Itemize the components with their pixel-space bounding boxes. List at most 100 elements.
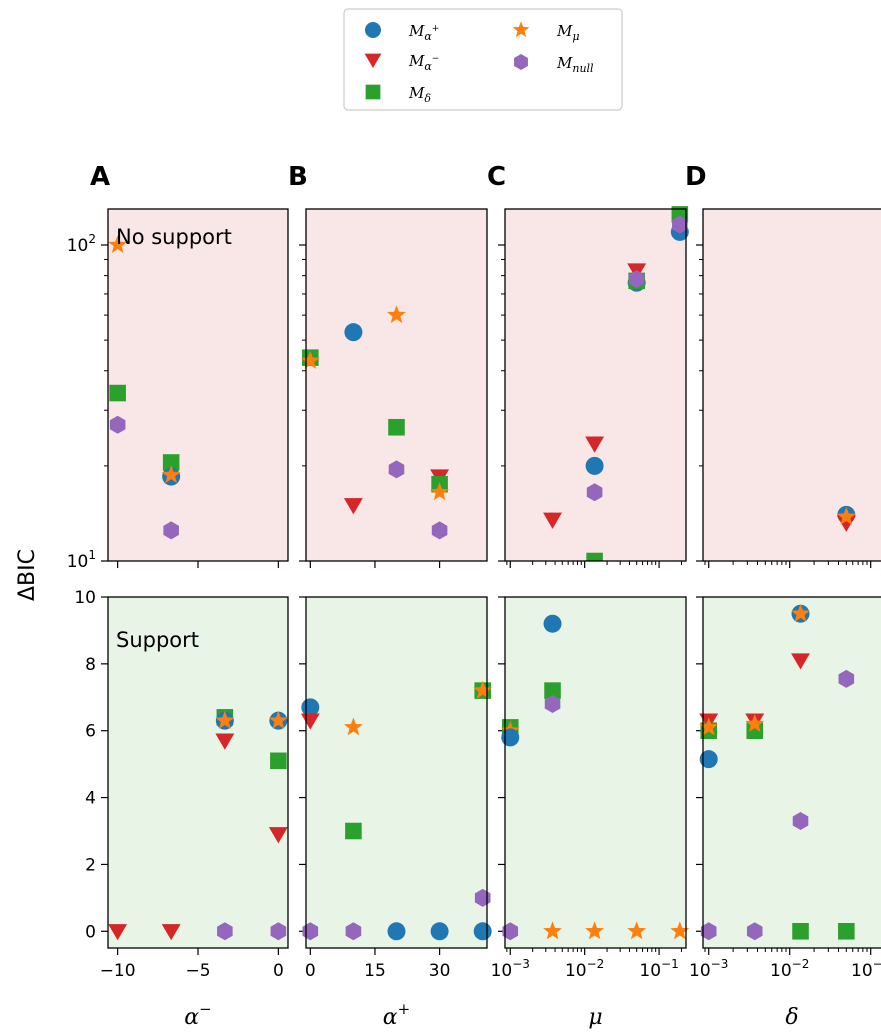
point-null: [217, 922, 233, 941]
point-delta: [109, 384, 126, 402]
no-support-label: No support: [116, 225, 232, 249]
point-null: [270, 922, 287, 941]
support-region: [505, 597, 686, 948]
legend-frame: [343, 8, 623, 111]
point-null: [792, 811, 809, 830]
point-delta: [270, 752, 287, 770]
x-tick-label: 10−2: [565, 957, 604, 981]
point-alpha_minus: [585, 436, 605, 453]
panel-b: B 0 15 30 α+: [288, 162, 493, 1030]
point-null: [700, 922, 717, 941]
y-bottom-tick-label: 2: [85, 855, 96, 875]
axes-frame-top: [107, 208, 289, 562]
point-null: [672, 215, 688, 234]
point-mu: [108, 235, 128, 254]
point-alpha_plus: [543, 614, 562, 633]
point-delta: [586, 552, 603, 561]
y-bottom-tick-label: 10: [74, 588, 96, 608]
point-mu: [430, 482, 450, 501]
x-tick-label: 10−2: [770, 957, 809, 981]
point-null: [628, 270, 645, 289]
x-tick-label: 0: [305, 961, 316, 981]
no-support-region: [108, 209, 288, 561]
point-null: [345, 922, 362, 941]
x-tick-label: 0: [273, 961, 284, 981]
x-tick-label: 10−3: [491, 957, 530, 981]
support-region: [108, 597, 288, 948]
axes-frame-bottom: [107, 596, 289, 949]
point-mu: [627, 921, 647, 940]
point-mu: [268, 710, 288, 729]
point-alpha_plus: [501, 728, 520, 747]
x-axis-label: α+: [383, 1000, 410, 1030]
x-tick-label: −5: [185, 961, 210, 981]
point-mu: [300, 350, 320, 369]
axes-frame-bottom: [702, 596, 881, 949]
point-mu: [161, 465, 181, 484]
point-alpha_minus: [543, 512, 562, 529]
panel-c: C 10−3 10−2 10−1 μ: [487, 162, 690, 1030]
no-support-region: [505, 209, 686, 561]
point-mu: [585, 921, 605, 940]
point-mu: [387, 305, 406, 324]
axes-frame-top: [504, 208, 687, 562]
point-delta: [792, 923, 809, 940]
legend-marker-alpha_minus: [364, 53, 382, 68]
axes-frame-bottom: [305, 596, 488, 949]
x-tick-label: 10−1: [639, 957, 678, 981]
support-region: [703, 597, 881, 948]
axes-frame-top: [305, 208, 488, 562]
y-bottom-tick-label: 4: [85, 789, 96, 809]
x-tick-label: −10: [100, 961, 136, 981]
y-axis-label: ΔBIC: [15, 549, 40, 601]
point-alpha_minus: [836, 515, 856, 532]
legend-marker-alpha_plus: [365, 22, 381, 38]
point-null: [544, 694, 561, 713]
point-null: [838, 669, 855, 688]
panel-a: A 101 102 0 2 4 6 8 10 −10 −5 0 α− No support Support: [67, 162, 289, 1030]
support-region: [306, 597, 487, 948]
x-axis-label: μ: [588, 1005, 602, 1030]
panel-letter-c: C: [487, 162, 506, 192]
point-null: [586, 483, 603, 502]
x-axis-label: δ: [785, 1005, 798, 1030]
axes-frame-top: [702, 208, 881, 562]
legend-marker-mu: [512, 21, 530, 38]
x-tick-label: 30: [429, 961, 451, 981]
no-support-region: [703, 209, 881, 561]
point-mu: [791, 603, 810, 622]
axes-frame-bottom: [504, 596, 687, 949]
point-delta: [838, 923, 855, 940]
point-delta: [162, 454, 180, 471]
y-top-tick-label: 102: [67, 232, 96, 256]
legend-label-alpha_minus: Mα−: [408, 52, 439, 73]
point-null: [109, 415, 126, 434]
point-delta: [388, 418, 405, 436]
point-null: [746, 922, 763, 941]
point-delta: [345, 822, 362, 840]
point-mu: [343, 717, 363, 736]
panel-d: D 10−3 10−2 10−1 δ: [685, 162, 881, 1030]
point-null: [502, 922, 519, 941]
point-alpha_minus: [268, 827, 288, 844]
point-mu: [543, 921, 562, 940]
point-mu: [215, 710, 235, 729]
no-support-region: [306, 209, 487, 561]
support-label: Support: [116, 628, 199, 652]
point-alpha_plus: [344, 323, 363, 342]
point-alpha_plus: [585, 456, 604, 475]
point-alpha_plus: [473, 922, 492, 941]
point-mu: [473, 680, 493, 699]
legend-marker-null: [514, 54, 528, 70]
panel-letter-a: A: [90, 162, 110, 192]
panel-letter-d: D: [685, 162, 707, 192]
point-delta: [544, 682, 561, 699]
y-bottom-tick-label: 8: [85, 655, 96, 675]
y-bottom-tick-label: 0: [85, 922, 96, 942]
point-mu: [745, 714, 765, 733]
y-bottom-tick-label: 6: [85, 722, 96, 742]
point-mu: [699, 717, 719, 736]
x-tick-label: 10−3: [689, 957, 728, 981]
panel-letter-b: B: [288, 162, 308, 192]
